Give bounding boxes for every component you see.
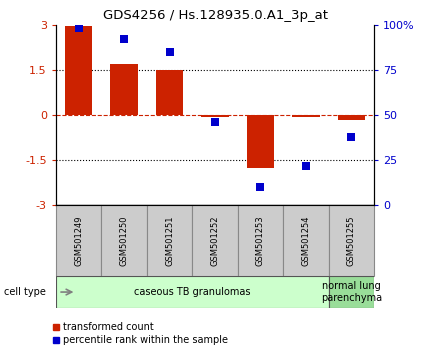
Text: GSM501255: GSM501255 (347, 216, 356, 266)
Bar (238, 205, 283, 276)
Bar (111, 64, 138, 115)
Text: GSM501251: GSM501251 (165, 216, 174, 266)
Bar (292, 115, 319, 118)
Bar (65, 26, 92, 115)
Point (348, 134, 355, 139)
Bar (247, 115, 274, 168)
Bar (283, 205, 329, 276)
Text: caseous TB granulomas: caseous TB granulomas (134, 287, 251, 297)
Text: normal lung
parenchyma: normal lung parenchyma (321, 281, 382, 303)
Text: GSM501249: GSM501249 (74, 216, 83, 266)
Text: GSM501250: GSM501250 (120, 216, 129, 266)
Point (257, 184, 264, 190)
Title: GDS4256 / Hs.128935.0.A1_3p_at: GDS4256 / Hs.128935.0.A1_3p_at (102, 9, 328, 22)
Bar (156, 70, 183, 115)
Bar (192, 205, 238, 276)
Bar (329, 276, 374, 308)
Bar (338, 115, 365, 120)
Text: cell type: cell type (4, 287, 46, 297)
Point (302, 163, 309, 169)
Point (75, 25, 82, 31)
Text: GSM501254: GSM501254 (301, 216, 310, 266)
Text: GSM501253: GSM501253 (256, 215, 265, 266)
Bar (56, 205, 101, 276)
Point (166, 49, 173, 55)
Point (121, 36, 128, 42)
Bar (329, 205, 374, 276)
Legend: transformed count, percentile rank within the sample: transformed count, percentile rank withi… (48, 319, 232, 349)
Bar (101, 205, 147, 276)
Point (212, 119, 218, 125)
Bar (147, 205, 192, 276)
Text: GSM501252: GSM501252 (211, 216, 219, 266)
Bar (56, 276, 329, 308)
Bar (201, 115, 229, 116)
